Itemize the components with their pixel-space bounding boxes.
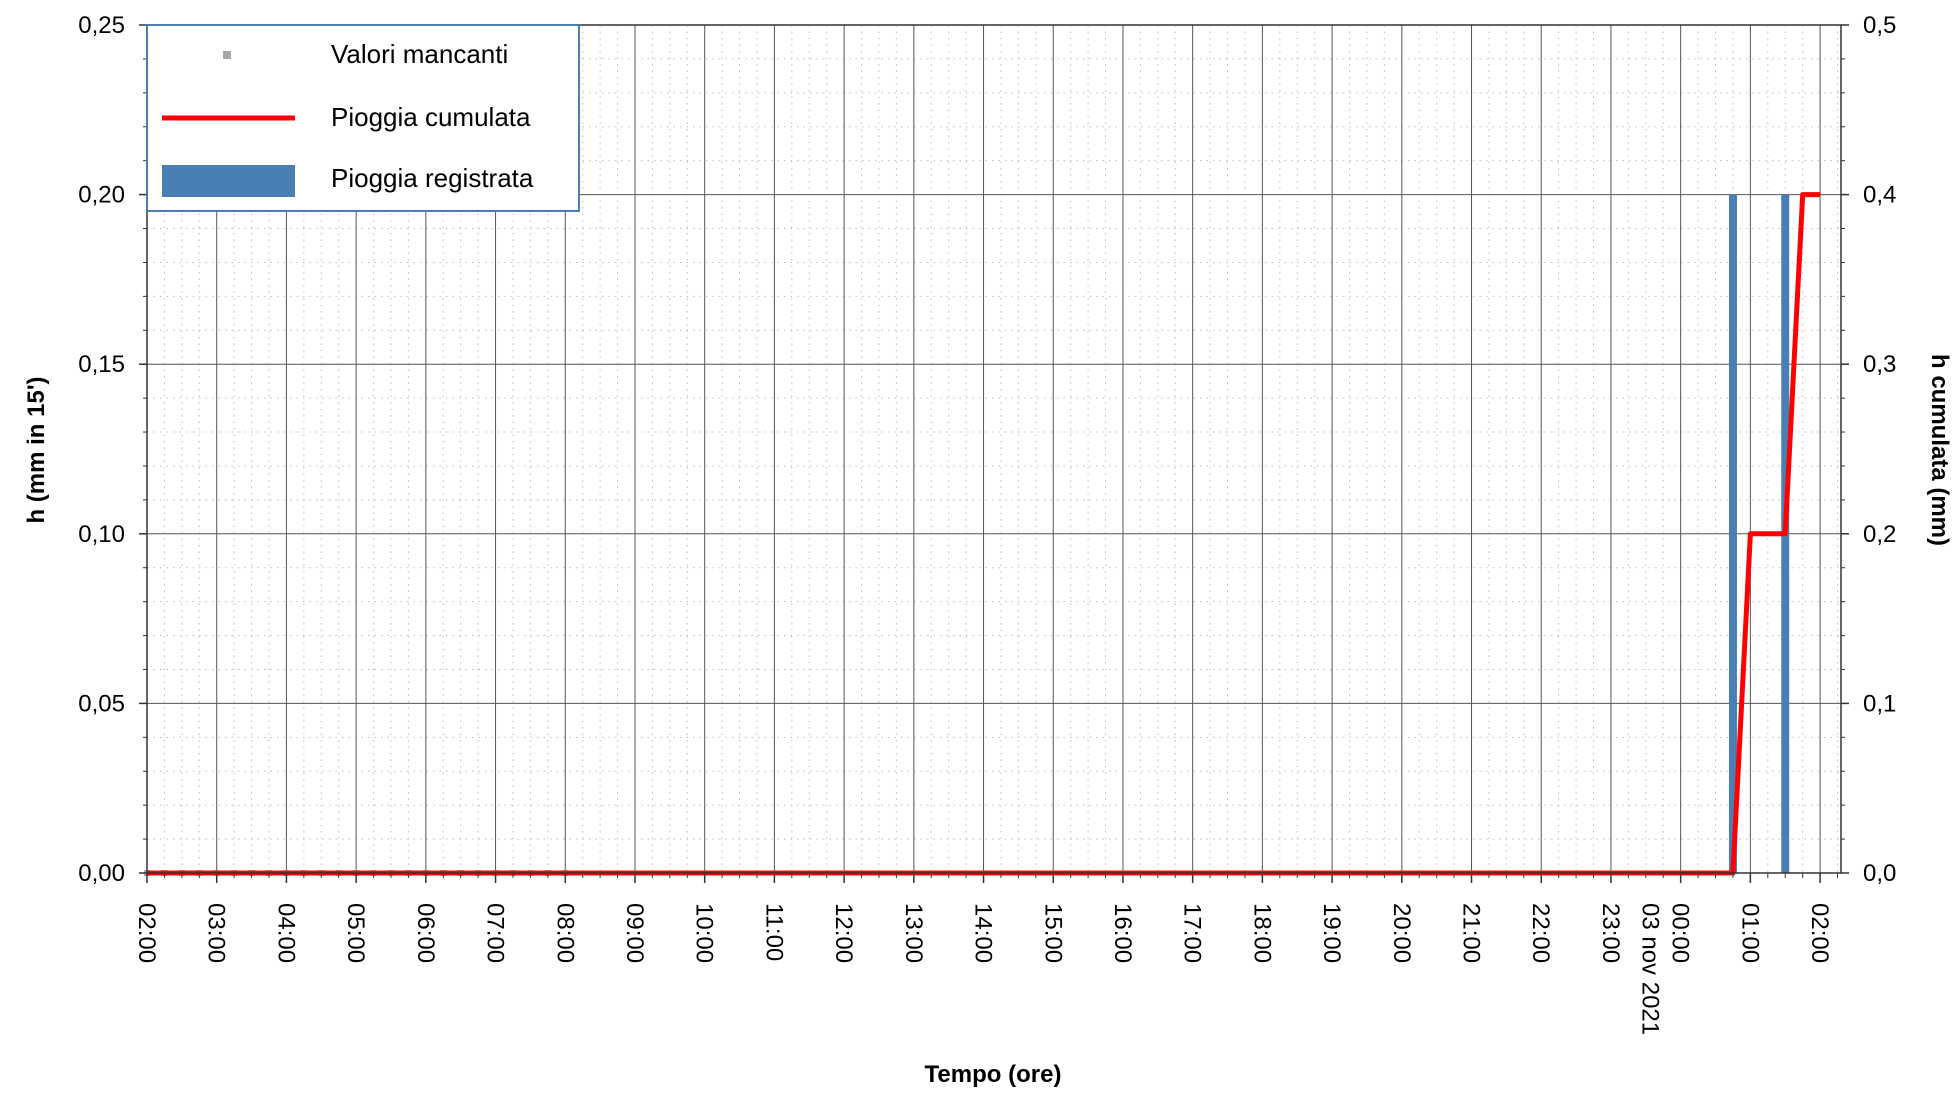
right-y-tick-label: 0,2 (1863, 521, 1896, 548)
x-tick-label: 06:00 (412, 903, 439, 963)
x-tick-label: 21:00 (1458, 903, 1485, 963)
plot-frame (146, 24, 1842, 874)
left-y-tick-label: 0,00 (78, 860, 125, 887)
legend: Valori mancanti Pioggia cumulata Pioggia… (146, 24, 580, 212)
legend-label-pioggia-registrata: Pioggia registrata (331, 163, 534, 193)
x-tick-label: 03:00 (203, 903, 230, 963)
x-tick-label: 05:00 (342, 903, 369, 963)
x-tick-label: 10:00 (691, 903, 718, 963)
rain-bar (1728, 194, 1737, 874)
right-y-axis: 0,0 0,1 0,2 0,3 0,4 0,5 (1841, 12, 1896, 887)
x-tick-label: 19:00 (1318, 903, 1345, 963)
x-tick-label: 02:00 (1806, 903, 1833, 963)
left-y-axis: 0,00 0,05 0,10 0,15 0,20 0,25 (78, 12, 147, 887)
x-tick-label: 23:00 (1597, 903, 1624, 963)
x-tick-label: 04:00 (272, 903, 299, 963)
x-tick-label: 09:00 (621, 903, 648, 963)
legend-label-valori-mancanti: Valori mancanti (331, 39, 508, 69)
left-y-tick-label: 0,25 (78, 12, 125, 39)
plot-border (146, 24, 1842, 874)
x-axis: 02:00 03:00 04:00 05:00 06:00 07:00 08:00 09:00… (133, 873, 1839, 1035)
right-y-axis-title: h cumulata (mm) (1926, 354, 1953, 546)
right-y-tick-label: 0,4 (1863, 182, 1896, 209)
x-date-label: 03 nov 2021 (1637, 903, 1664, 1035)
x-tick-label: 00:00 (1667, 903, 1694, 963)
left-y-axis-title: h (mm in 15') (23, 376, 50, 523)
x-tick-label: 07:00 (482, 903, 509, 963)
legend-swatch-pioggia-registrata (162, 165, 295, 197)
x-axis-title: Tempo (ore) (925, 1061, 1062, 1088)
left-y-tick-label: 0,05 (78, 690, 125, 717)
x-tick-label: 16:00 (1109, 903, 1136, 963)
right-y-tick-label: 0,3 (1863, 351, 1896, 378)
x-tick-label: 12:00 (830, 903, 857, 963)
x-tick-label: 02:00 (133, 903, 160, 963)
x-tick-label: 20:00 (1388, 903, 1415, 963)
x-tick-label: 11:00 (760, 903, 787, 961)
x-tick-label: 08:00 (551, 903, 578, 963)
x-tick-label: 22:00 (1527, 903, 1554, 963)
left-y-tick-label: 0,20 (78, 182, 125, 209)
x-tick-label: 17:00 (1179, 903, 1206, 963)
right-y-tick-label: 0,1 (1863, 690, 1896, 717)
right-y-tick-label: 0,5 (1863, 12, 1896, 39)
right-y-tick-label: 0,0 (1863, 860, 1896, 887)
x-tick-label: 14:00 (970, 903, 997, 963)
legend-swatch-valori-mancanti (223, 51, 231, 59)
left-y-tick-label: 0,15 (78, 351, 125, 378)
x-tick-label: 01:00 (1736, 903, 1763, 963)
x-tick-label: 13:00 (900, 903, 927, 963)
left-y-tick-label: 0,10 (78, 521, 125, 548)
legend-label-pioggia-cumulata: Pioggia cumulata (331, 102, 531, 132)
x-tick-label: 18:00 (1248, 903, 1275, 963)
x-tick-label: 15:00 (1039, 903, 1066, 963)
